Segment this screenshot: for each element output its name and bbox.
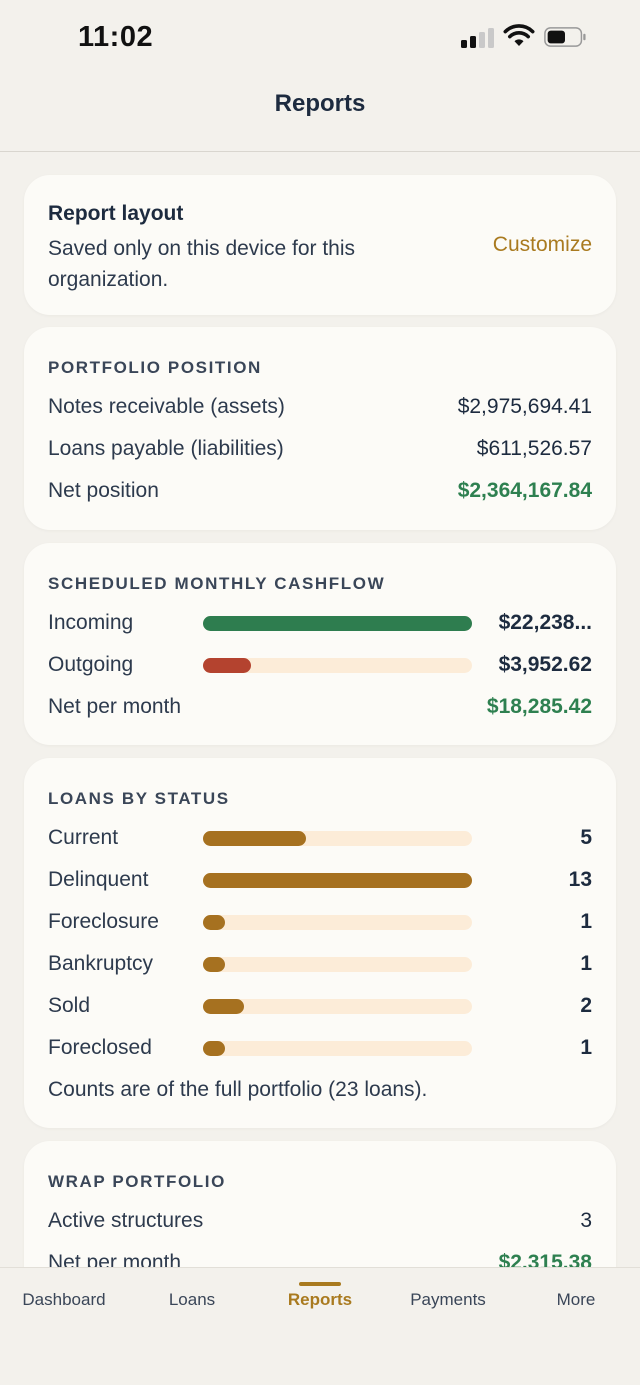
status-bar <box>203 873 472 888</box>
net-position-row: Net position $2,364,167.84 <box>48 479 592 509</box>
section-title: PORTFOLIO POSITION <box>48 358 262 377</box>
tab-dashboard[interactable]: Dashboard <box>22 1290 106 1309</box>
wifi-icon <box>503 24 535 46</box>
row-value: $18,285.42 <box>486 695 592 718</box>
cashflow-card: SCHEDULED MONTHLY CASHFLOW Incoming $22,… <box>24 543 616 745</box>
cellular-signal-icon <box>461 28 495 48</box>
incoming-bar <box>203 616 472 631</box>
active-tab-indicator <box>299 1282 341 1286</box>
row-label: Notes receivable (assets) <box>48 395 285 418</box>
status-row-foreclosed: Foreclosed 1 <box>48 1036 592 1066</box>
report-layout-subtitle: Saved only on this device for this organ… <box>48 237 356 291</box>
row-value: 2 <box>580 994 592 1017</box>
row-label: Net position <box>48 479 159 502</box>
status-row-bankruptcy: Bankruptcy 1 <box>48 952 592 982</box>
row-label: Loans payable (liabilities) <box>48 437 284 460</box>
customize-button[interactable]: Customize <box>492 233 592 256</box>
row-value: 1 <box>580 1036 592 1059</box>
notes-receivable-row: Notes receivable (assets) $2,975,694.41 <box>48 395 592 425</box>
row-label: Foreclosed <box>48 1036 152 1059</box>
row-value: $611,526.57 <box>476 437 592 460</box>
section-title: WRAP PORTFOLIO <box>48 1172 226 1191</box>
row-label: Outgoing <box>48 653 134 676</box>
bar-track <box>203 873 472 888</box>
status-row-foreclosure: Foreclosure 1 <box>48 910 592 940</box>
tab-loans[interactable]: Loans <box>168 1290 216 1309</box>
status-bar <box>203 915 225 930</box>
row-value: 1 <box>580 952 592 975</box>
row-label: Sold <box>48 994 91 1017</box>
active-structures-row: Active structures 3 <box>48 1209 592 1239</box>
bar-track <box>203 915 472 930</box>
bar-track <box>203 658 472 673</box>
bar-track <box>203 999 472 1014</box>
outgoing-bar <box>203 658 252 673</box>
loans-by-status-card: LOANS BY STATUS Current 5 Delinquent 13 … <box>24 758 616 1128</box>
status-bar <box>203 1041 225 1056</box>
row-value: $2,975,694.41 <box>457 395 592 418</box>
row-label: Net per month <box>48 695 182 718</box>
incoming-row: Incoming $22,238... <box>48 611 592 641</box>
section-title: SCHEDULED MONTHLY CASHFLOW <box>48 574 386 593</box>
row-value: 3 <box>580 1209 592 1232</box>
status-bar <box>203 957 225 972</box>
tab-more[interactable]: More <box>556 1290 596 1309</box>
row-value: $22,238... <box>498 611 592 634</box>
row-value: 1 <box>580 910 592 933</box>
row-label: Current <box>48 826 119 849</box>
status-bar <box>203 831 307 846</box>
row-value: 13 <box>568 868 592 891</box>
row-label: Incoming <box>48 611 134 634</box>
row-value: $2,364,167.84 <box>457 479 592 502</box>
status-time: 11:02 <box>78 21 154 53</box>
portfolio-position-card: PORTFOLIO POSITION Notes receivable (ass… <box>24 327 616 530</box>
tab-payments[interactable]: Payments <box>410 1290 486 1309</box>
tab-reports[interactable]: Reports <box>287 1290 353 1309</box>
status-bar: 11:02 <box>0 0 640 76</box>
bar-track <box>203 831 472 846</box>
nav-header: Reports <box>0 76 640 152</box>
status-row-delinquent: Delinquent 13 <box>48 868 592 898</box>
loans-payable-row: Loans payable (liabilities) $611,526.57 <box>48 437 592 467</box>
row-label: Delinquent <box>48 868 149 891</box>
row-label: Foreclosure <box>48 910 159 933</box>
row-value: $3,952.62 <box>498 653 592 676</box>
status-bar <box>203 999 245 1014</box>
bar-track <box>203 957 472 972</box>
section-title: LOANS BY STATUS <box>48 789 230 808</box>
battery-icon <box>544 27 586 47</box>
bar-track <box>203 616 472 631</box>
tab-bar: Dashboard Loans Reports Payments More <box>0 1267 640 1385</box>
row-label: Active structures <box>48 1209 204 1232</box>
portfolio-count-note: Counts are of the full portfolio (23 loa… <box>48 1078 428 1101</box>
report-layout-card: Report layout Saved only on this device … <box>24 175 616 315</box>
report-layout-title: Report layout <box>48 202 184 225</box>
row-label: Bankruptcy <box>48 952 154 975</box>
outgoing-row: Outgoing $3,952.62 <box>48 653 592 683</box>
status-row-current: Current 5 <box>48 826 592 856</box>
status-row-sold: Sold 2 <box>48 994 592 1024</box>
net-per-month-row: Net per month $18,285.42 <box>48 695 592 725</box>
page-title: Reports <box>274 90 366 117</box>
row-value: 5 <box>580 826 592 849</box>
bar-track <box>203 1041 472 1056</box>
